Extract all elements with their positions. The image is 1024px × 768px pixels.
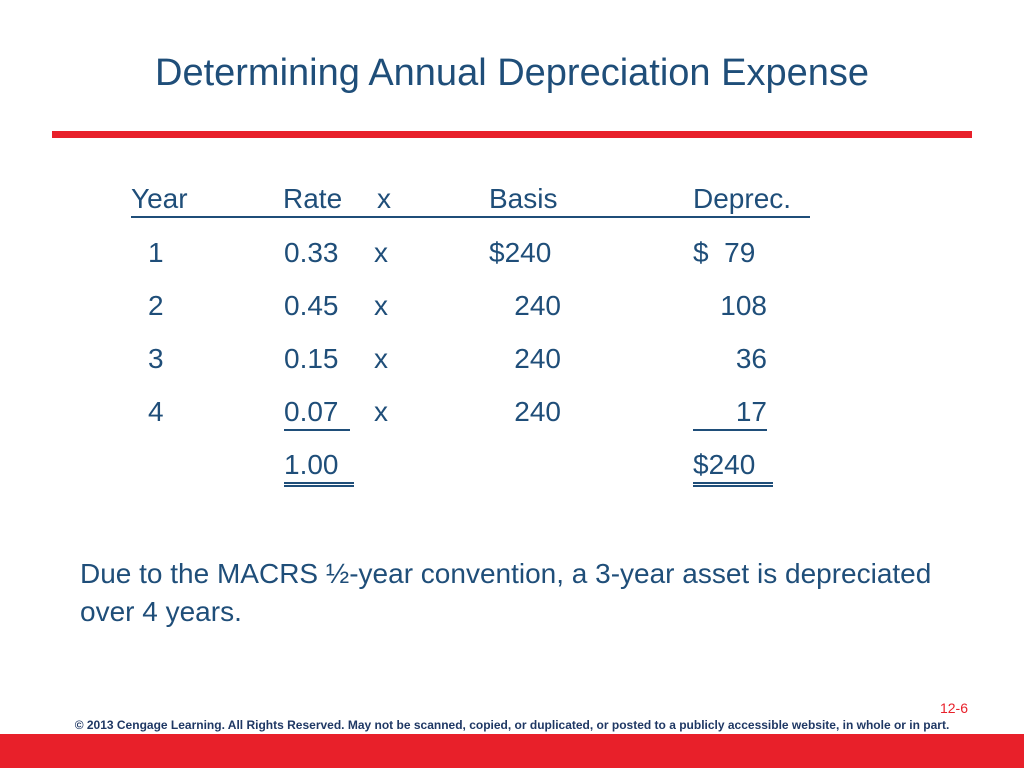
row-1-rate: 0.33	[284, 237, 339, 268]
row-1-basis: $240	[489, 237, 552, 268]
header-rate: Rate	[283, 182, 373, 218]
title-divider	[52, 131, 972, 138]
row-3-x: x	[374, 343, 388, 374]
footer-bar	[0, 734, 1024, 768]
row-4-rate: 0.07	[284, 395, 350, 431]
row-2-basis: 240	[514, 290, 561, 321]
macrs-note: Due to the MACRS ½-year convention, a 3-…	[80, 558, 932, 627]
row-3-year: 3	[148, 343, 164, 374]
row-3-deprec: 36	[735, 343, 767, 374]
row-2-deprec: 108	[720, 290, 767, 321]
row-2-x: x	[374, 290, 388, 321]
copyright-notice: © 2013 Cengage Learning. All Rights Rese…	[74, 718, 950, 732]
header-x: x	[373, 182, 489, 218]
header-year: Year	[131, 182, 283, 218]
row-2-rate: 0.45	[284, 290, 339, 321]
row-1-x: x	[374, 237, 388, 268]
row-4-x: x	[374, 396, 388, 427]
row-1-deprec: $ 79	[693, 237, 756, 268]
row-4-year: 4	[148, 396, 164, 427]
row-2-year: 2	[148, 290, 164, 321]
total-deprec: $240	[693, 448, 773, 487]
row-4-deprec: 17	[693, 395, 767, 431]
row-3-rate: 0.15	[284, 343, 339, 374]
header-basis: Basis	[489, 182, 693, 218]
header-deprec: Deprec.	[693, 182, 810, 218]
total-rate: 1.00	[284, 448, 354, 487]
row-3-basis: 240	[514, 343, 561, 374]
row-1-year: 1	[148, 237, 164, 268]
slide-title: Determining Annual Depreciation Expense	[155, 52, 869, 94]
page-number: 12-6	[939, 700, 968, 716]
row-4-basis: 240	[514, 396, 561, 427]
